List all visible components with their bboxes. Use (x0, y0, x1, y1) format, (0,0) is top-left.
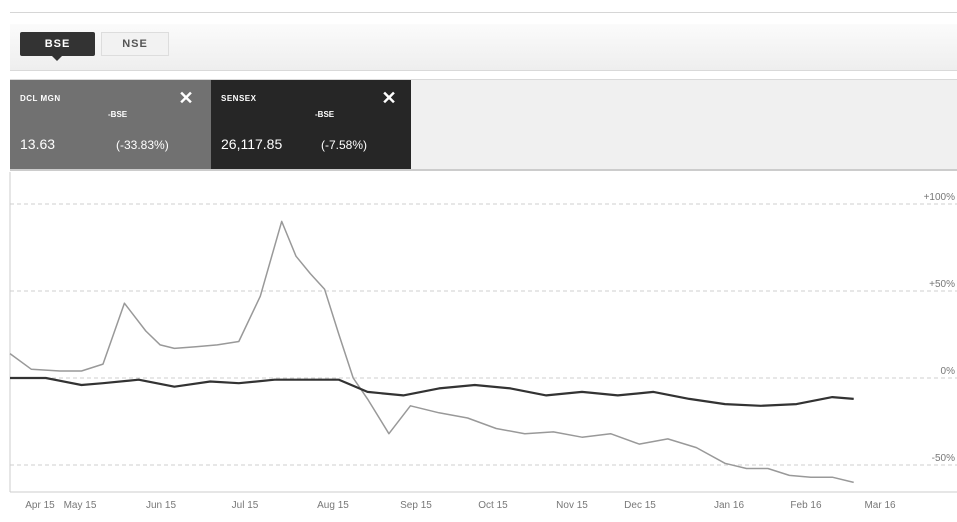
card-exchange: -BSE (108, 110, 128, 119)
x-tick-label: Jul 15 (232, 500, 259, 511)
y-tick-label: -50% (932, 453, 955, 464)
top-divider (10, 12, 957, 13)
series-line-dcl-mgn (9, 220, 854, 484)
x-tick-label: May 15 (64, 500, 97, 511)
x-tick-label: Aug 15 (317, 500, 349, 511)
y-tick-label: +100% (924, 192, 956, 203)
series-line-sensex (10, 376, 854, 407)
close-icon[interactable]: ✕ (381, 88, 397, 108)
x-tick-label: Sep 15 (400, 500, 432, 511)
stock-card-sensex: SENSEX -BSE ✕ 26,117.85 (-7.58%) (211, 80, 411, 169)
x-tick-label: Mar 16 (864, 500, 896, 511)
stock-card-dcl-mgn: DCL MGN -BSE ✕ 13.63 (-33.83%) (10, 80, 211, 169)
card-change: (-33.83%) (116, 138, 169, 152)
x-tick-label: Jun 15 (146, 500, 176, 511)
x-tick-label: Apr 15 (25, 500, 55, 511)
x-tick-label: Dec 15 (624, 500, 656, 511)
x-tick-label: Jan 16 (714, 500, 744, 511)
card-price: 26,117.85 (221, 136, 283, 152)
comparison-line-chart[interactable]: +100% +50% 0% -50% Apr 15 May 15 Jun 15 Jul 15 A… (0, 172, 957, 522)
tab-nse[interactable]: NSE (101, 32, 169, 56)
exchange-tab-bar: BSE NSE (10, 24, 957, 71)
x-tick-label: Oct 15 (478, 500, 508, 511)
comparison-cards: DCL MGN -BSE ✕ 13.63 (-33.83%) SENSEX -B… (10, 79, 957, 171)
tab-bse[interactable]: BSE (20, 32, 95, 61)
card-change: (-7.58%) (321, 138, 368, 152)
card-name: SENSEX (221, 94, 257, 103)
y-tick-label: 0% (941, 366, 956, 377)
y-tick-label: +50% (929, 279, 955, 290)
x-tick-label: Feb 16 (790, 500, 822, 511)
card-price: 13.63 (20, 136, 56, 152)
close-icon[interactable]: ✕ (178, 88, 194, 108)
card-exchange: -BSE (315, 110, 335, 119)
card-name: DCL MGN (20, 94, 61, 103)
x-tick-label: Nov 15 (556, 500, 588, 511)
